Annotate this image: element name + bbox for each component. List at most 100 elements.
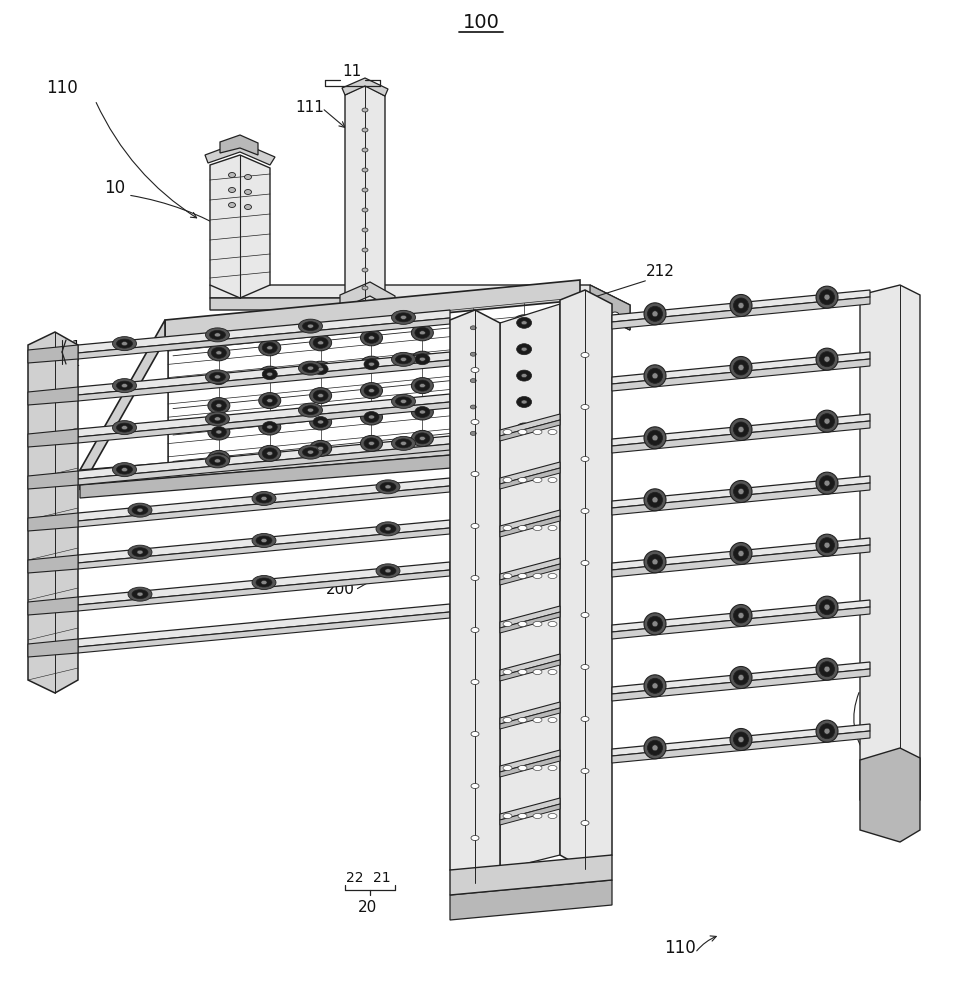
Ellipse shape [643,303,665,325]
Polygon shape [611,724,869,756]
Ellipse shape [380,482,396,491]
Ellipse shape [532,718,541,722]
Ellipse shape [471,784,479,788]
Ellipse shape [256,578,272,587]
Polygon shape [28,345,78,363]
Ellipse shape [462,425,483,441]
Ellipse shape [368,362,374,366]
Ellipse shape [262,342,277,353]
Ellipse shape [317,341,323,345]
Ellipse shape [732,484,748,499]
Polygon shape [500,558,559,580]
Ellipse shape [580,664,588,670]
Ellipse shape [262,369,277,380]
Ellipse shape [214,417,220,421]
Text: 30: 30 [858,671,879,689]
Ellipse shape [208,345,230,361]
Polygon shape [78,310,450,353]
Ellipse shape [516,344,531,355]
Ellipse shape [208,450,230,466]
Text: A: A [33,386,43,404]
Polygon shape [78,360,450,401]
Ellipse shape [252,576,276,589]
Ellipse shape [259,393,281,409]
Polygon shape [500,564,559,585]
Ellipse shape [215,404,222,408]
Ellipse shape [532,670,541,674]
Polygon shape [28,597,78,615]
Polygon shape [589,285,629,330]
Ellipse shape [206,370,230,384]
Ellipse shape [419,357,425,361]
Polygon shape [78,520,450,563]
Ellipse shape [503,766,511,770]
Ellipse shape [391,436,415,450]
Text: 22: 22 [346,871,363,885]
Ellipse shape [517,718,527,722]
Polygon shape [78,478,450,521]
Ellipse shape [215,430,222,434]
Text: 20: 20 [38,351,58,365]
Polygon shape [28,471,78,489]
Ellipse shape [548,526,556,530]
Ellipse shape [215,351,222,355]
Ellipse shape [312,390,328,401]
Ellipse shape [209,456,225,465]
Polygon shape [345,85,384,305]
Ellipse shape [643,365,665,387]
Ellipse shape [361,228,368,232]
Ellipse shape [732,546,748,561]
Ellipse shape [252,491,276,506]
Ellipse shape [266,451,273,455]
Ellipse shape [363,438,379,449]
Ellipse shape [532,766,541,770]
Ellipse shape [419,436,425,440]
Ellipse shape [414,354,430,365]
Ellipse shape [815,472,837,494]
Ellipse shape [128,587,152,601]
Polygon shape [339,282,395,310]
Ellipse shape [516,370,531,381]
Ellipse shape [360,356,382,372]
Ellipse shape [471,524,479,528]
Ellipse shape [548,478,556,483]
Ellipse shape [411,325,432,341]
Ellipse shape [471,628,479,633]
Ellipse shape [503,670,511,674]
Ellipse shape [737,364,743,370]
Ellipse shape [266,372,273,376]
Ellipse shape [136,508,143,512]
Ellipse shape [112,421,136,435]
Polygon shape [78,604,450,647]
Ellipse shape [647,616,662,631]
Polygon shape [611,414,869,446]
Ellipse shape [580,508,588,514]
Polygon shape [611,731,869,763]
Ellipse shape [414,406,430,418]
Ellipse shape [298,361,322,375]
Ellipse shape [580,768,588,774]
Ellipse shape [376,522,400,536]
Ellipse shape [465,428,480,439]
Polygon shape [500,702,559,724]
Ellipse shape [580,716,588,722]
Ellipse shape [824,542,829,548]
Ellipse shape [737,612,743,618]
Ellipse shape [411,404,432,420]
Ellipse shape [361,168,368,172]
Ellipse shape [652,745,657,751]
Ellipse shape [819,724,833,739]
Polygon shape [28,429,78,447]
Ellipse shape [737,426,743,432]
Text: 110: 110 [663,939,695,957]
Polygon shape [500,414,559,436]
Ellipse shape [411,430,432,446]
Ellipse shape [209,330,225,339]
Ellipse shape [259,340,281,356]
Polygon shape [78,570,450,611]
Ellipse shape [503,621,511,626]
Polygon shape [500,798,559,820]
Ellipse shape [395,397,411,406]
Ellipse shape [517,766,527,770]
Ellipse shape [363,385,379,396]
